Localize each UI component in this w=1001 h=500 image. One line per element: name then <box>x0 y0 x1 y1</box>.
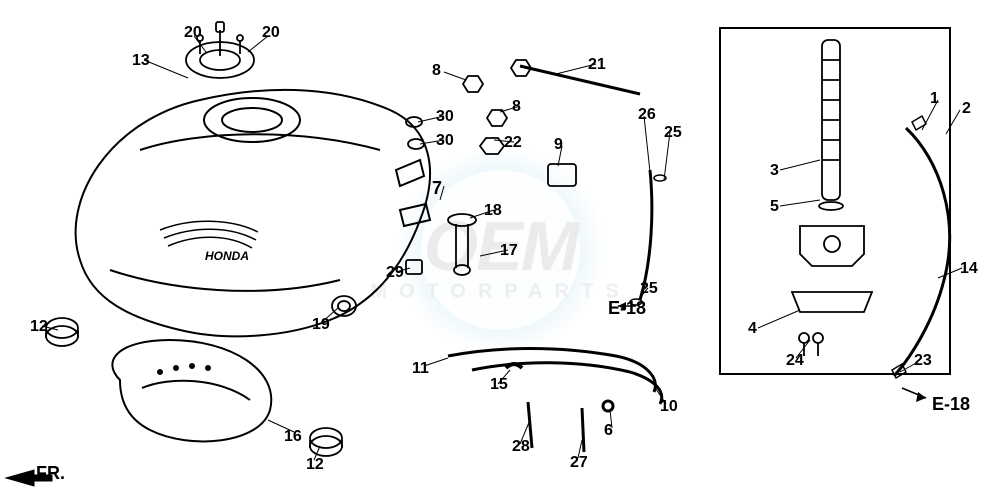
callout-26: 26 <box>638 106 656 124</box>
callout-17: 17 <box>500 242 518 260</box>
ref-label: E-18 <box>608 298 646 319</box>
callout-7: 7 <box>432 178 442 199</box>
callout-29: 29 <box>386 264 404 282</box>
callout-20: 20 <box>262 24 280 42</box>
fr-text: FR. <box>36 463 65 483</box>
callout-27: 27 <box>570 454 588 472</box>
ref-label: E-18 <box>932 394 970 415</box>
callout-5: 5 <box>770 198 779 216</box>
callout-14: 14 <box>960 260 978 278</box>
wing-emblem: HONDA <box>160 221 258 263</box>
callout-1: 1 <box>930 90 939 108</box>
callout-16: 16 <box>284 428 302 446</box>
callout-12: 12 <box>306 456 324 474</box>
callout-12: 12 <box>30 318 48 336</box>
callout-24: 24 <box>786 352 804 370</box>
callout-22: 22 <box>504 134 522 152</box>
callout-15: 15 <box>490 376 508 394</box>
callout-19: 19 <box>312 316 330 334</box>
fuel-tank: HONDA <box>76 90 430 336</box>
rubber-mount-right <box>310 428 342 456</box>
callout-30: 30 <box>436 108 454 126</box>
grommet <box>332 296 356 316</box>
callout-8: 8 <box>432 62 441 80</box>
callout-30: 30 <box>436 132 454 150</box>
fuel-sensor <box>406 214 476 275</box>
front-direction-label: FR. <box>36 463 65 484</box>
callout-11: 11 <box>412 360 429 378</box>
callout-25: 25 <box>640 280 658 298</box>
knee-pad <box>112 340 271 441</box>
callout-6: 6 <box>604 422 613 440</box>
callout-18: 18 <box>484 202 502 220</box>
callout-9: 9 <box>554 136 563 154</box>
callout-4: 4 <box>748 320 757 338</box>
callout-28: 28 <box>512 438 530 456</box>
callout-8: 8 <box>512 98 521 116</box>
callout-23: 23 <box>914 352 932 370</box>
hoses <box>448 349 662 453</box>
callout-20: 20 <box>184 24 202 42</box>
callout-21: 21 <box>588 56 606 74</box>
callout-10: 10 <box>660 398 678 416</box>
watermark-text-sub: MOTORPARTS <box>370 281 630 304</box>
callout-13: 13 <box>132 52 150 70</box>
rubber-mount-left <box>46 318 78 346</box>
callout-3: 3 <box>770 162 779 180</box>
diagram-stage: { "meta": { "width": 1001, "height": 500… <box>0 0 1001 500</box>
callout-2: 2 <box>962 100 971 118</box>
callout-25: 25 <box>664 124 682 142</box>
svg-text:HONDA: HONDA <box>205 249 249 263</box>
